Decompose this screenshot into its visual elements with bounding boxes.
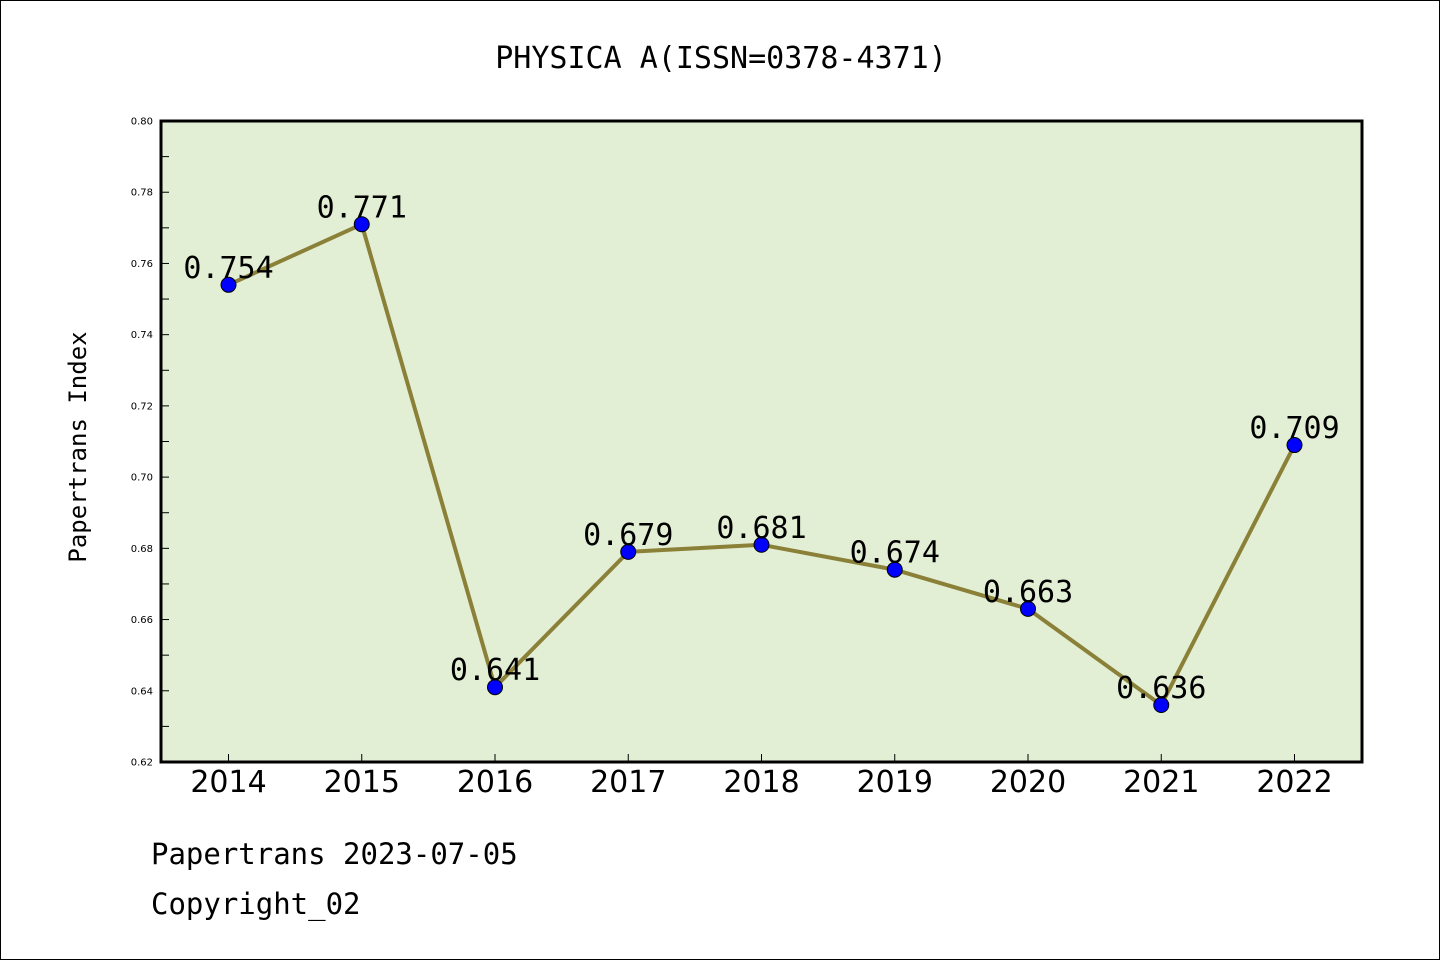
y-tick-label: 0.66 <box>131 615 153 626</box>
data-point <box>620 543 637 560</box>
data-label: 0.663 <box>983 575 1073 610</box>
data-point <box>1153 697 1170 714</box>
data-point <box>1020 600 1036 617</box>
data-label: 0.771 <box>317 190 407 225</box>
chart-title: PHYSICA A(ISSN=0378-4371) <box>495 41 947 76</box>
y-tick-label: 0.78 <box>131 188 153 199</box>
y-tick-label: 0.68 <box>131 544 153 555</box>
y-tick-label: 0.72 <box>131 401 153 412</box>
data-point <box>886 561 903 578</box>
data-markers <box>220 216 1303 714</box>
data-point <box>487 679 503 696</box>
plot-border <box>159 119 1364 764</box>
data-labels: 0.754 0.771 0.641 0.679 0.681 0.674 0.663 0.636… <box>183 190 1339 706</box>
data-label: 0.641 <box>450 653 540 688</box>
data-label: 0.674 <box>850 536 940 571</box>
x-axis: 2014 2015 2016 2017 2018 2019 2020 2021 2022 <box>190 754 1333 800</box>
data-point <box>353 216 370 233</box>
y-tick-label: 0.70 <box>131 473 153 484</box>
footer-date: Papertrans 2023-07-05 <box>151 837 518 871</box>
data-point <box>753 536 770 553</box>
y-tick-label: 0.74 <box>131 330 153 341</box>
data-point <box>1286 437 1303 454</box>
y-tick-label: 0.64 <box>131 686 153 697</box>
data-label: 0.636 <box>1116 671 1206 706</box>
y-tick-label: 0.76 <box>131 259 153 270</box>
x-tick-label: 2016 <box>457 765 533 800</box>
x-tick-label: 2014 <box>190 765 266 800</box>
x-tick-label: 2015 <box>324 765 400 800</box>
x-tick-label: 2021 <box>1123 765 1199 800</box>
data-label: 0.709 <box>1249 411 1339 446</box>
x-tick-label: 2018 <box>723 765 799 800</box>
data-label: 0.679 <box>583 518 673 553</box>
data-point <box>220 276 237 293</box>
x-tick-label: 2022 <box>1256 765 1332 800</box>
y-tick-label: 0.80 <box>131 117 153 128</box>
footer-copyright: Copyright_02 <box>151 887 361 921</box>
x-tick-label: 2019 <box>857 765 933 800</box>
y-tick-label: 0.62 <box>131 758 153 769</box>
x-tick-label: 2017 <box>590 765 666 800</box>
data-label: 0.754 <box>183 251 273 286</box>
data-label: 0.681 <box>716 511 806 546</box>
x-tick-label: 2020 <box>990 765 1066 800</box>
y-axis-label: Papertrans Index <box>64 331 92 562</box>
